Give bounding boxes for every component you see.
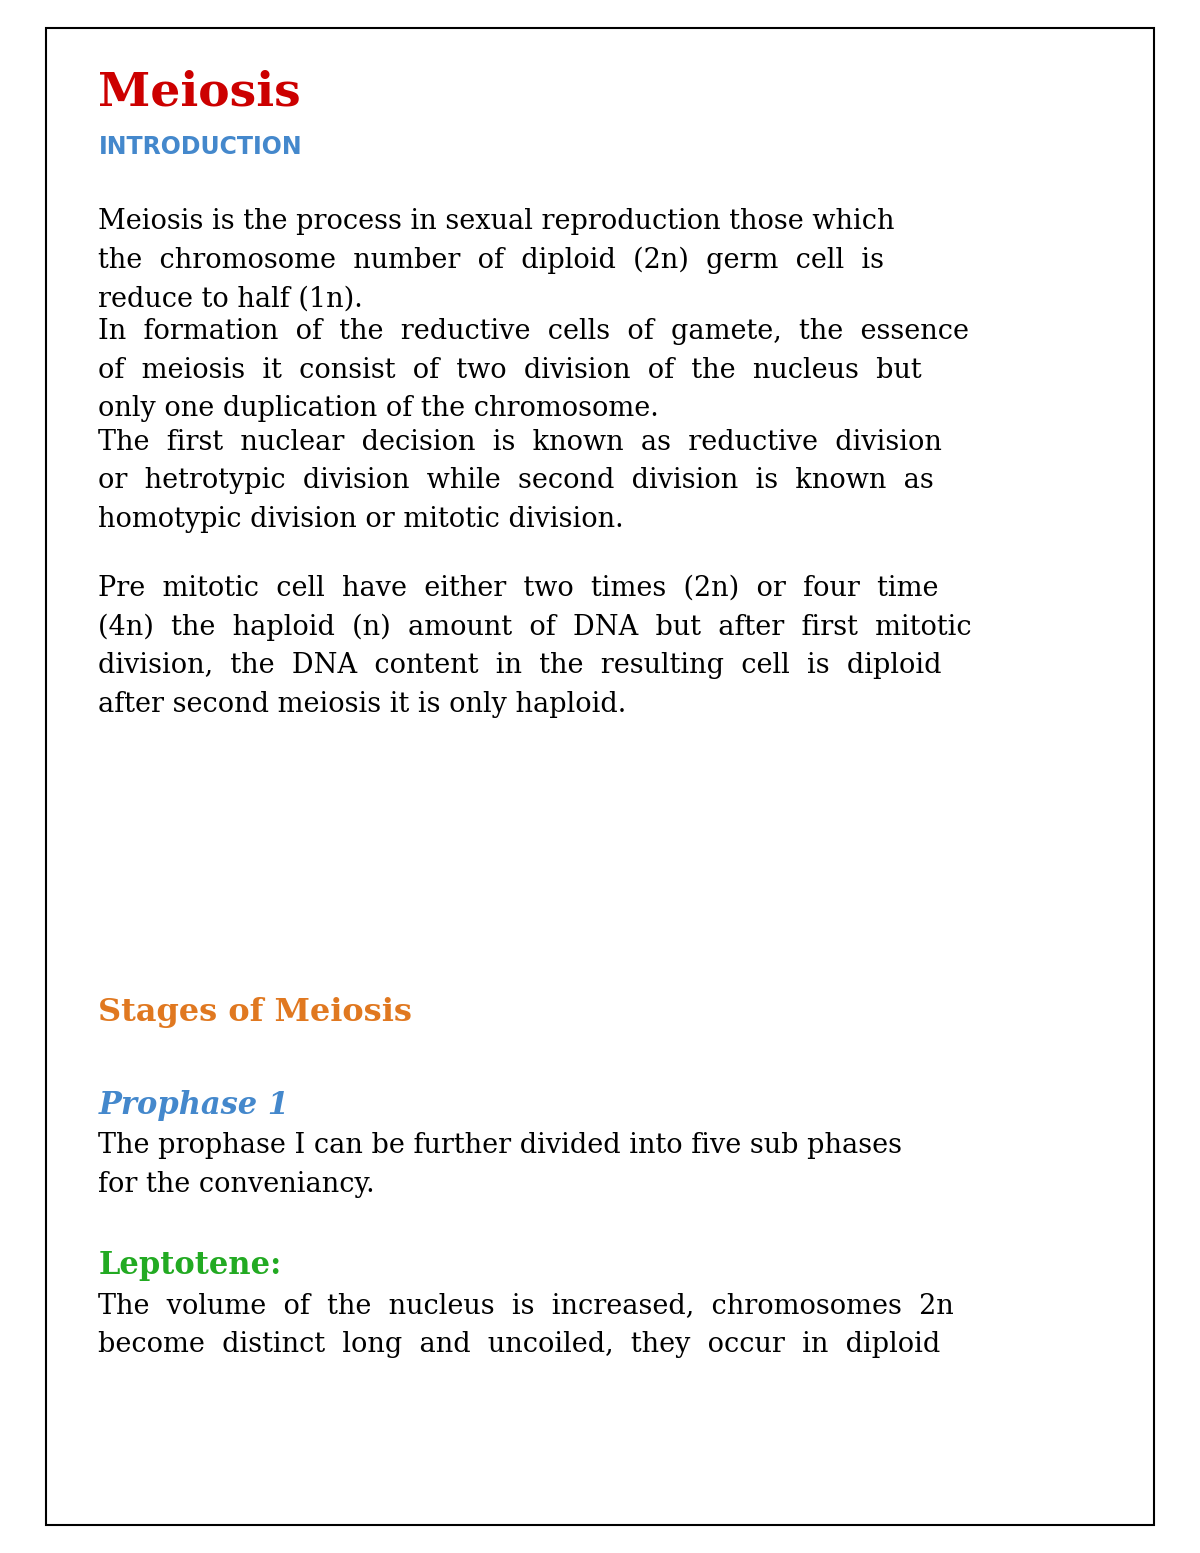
Text: Leptotene:: Leptotene: [98,1250,282,1281]
Text: Meiosis is the process in sexual reproduction those which
the  chromosome  numbe: Meiosis is the process in sexual reprodu… [98,208,895,312]
Text: INTRODUCTION: INTRODUCTION [98,135,302,158]
Text: The prophase I can be further divided into five sub phases
for the conveniancy.: The prophase I can be further divided in… [98,1132,902,1197]
Text: The  first  nuclear  decision  is  known  as  reductive  division
or  hetrotypic: The first nuclear decision is known as r… [98,429,942,533]
Text: Stages of Meiosis: Stages of Meiosis [98,997,413,1028]
Text: In  formation  of  the  reductive  cells  of  gamete,  the  essence
of  meiosis : In formation of the reductive cells of g… [98,318,970,422]
FancyBboxPatch shape [46,28,1154,1525]
Text: Meiosis: Meiosis [98,70,301,116]
Text: Pre  mitotic  cell  have  either  two  times  (2n)  or  four  time
(4n)  the  ha: Pre mitotic cell have either two times (… [98,575,972,717]
Text: The  volume  of  the  nucleus  is  increased,  chromosomes  2n
become  distinct : The volume of the nucleus is increased, … [98,1292,954,1357]
Text: Prophase 1: Prophase 1 [98,1090,289,1121]
